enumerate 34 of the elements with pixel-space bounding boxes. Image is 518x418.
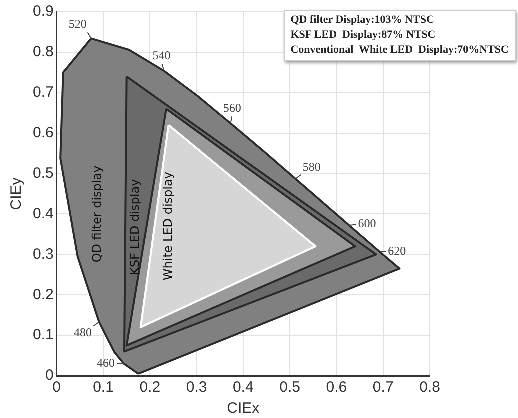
y-tick-label: 0.5 <box>32 164 54 182</box>
x-axis-title: CIEx <box>227 400 260 418</box>
text: QD filter display <box>90 166 104 263</box>
text: KSF LED display <box>128 179 142 276</box>
annotation: 460 <box>97 356 116 370</box>
annotation: QD filter Display:103% NTSC <box>290 13 436 28</box>
x-tick-label: 0.7 <box>372 379 394 396</box>
annotation: 620 <box>388 244 406 258</box>
y-axis-title: CIEy <box>8 177 26 210</box>
y-tick-label: 0.4 <box>32 205 54 222</box>
x-tick-label: 0.1 <box>93 379 114 396</box>
annotation: 580 <box>302 160 321 174</box>
annotation: 540 <box>152 48 171 63</box>
x-tick-label: 0.4 <box>232 379 254 396</box>
x-tick-label: 0.5 <box>280 379 300 396</box>
y-tick-label: 0.8 <box>32 44 54 61</box>
annotation: Conventional White LED Display:70%NTSC <box>290 43 509 58</box>
annotation: 600 <box>358 216 376 231</box>
x-tick-label: 0.2 <box>140 379 161 396</box>
x-tick-label: 0.6 <box>326 379 348 396</box>
y-tick-label: 0.2 <box>32 286 54 304</box>
y-tick-label: 0.6 <box>32 124 54 142</box>
series-label: White LED display <box>160 172 175 281</box>
x-tick-label: 0.3 <box>186 379 208 396</box>
annotation: 480 <box>74 326 92 340</box>
annotation: 520 <box>68 17 87 32</box>
annotation: 560 <box>223 100 242 115</box>
y-tick-label: 0.9 <box>32 3 54 20</box>
y-tick-label: 0 <box>46 367 54 384</box>
x-tick-label: 0.8 <box>420 379 440 396</box>
annotation: KSF LED Display:87% NTSC <box>290 28 437 43</box>
y-tick-label: 0.1 <box>32 326 54 344</box>
y-tick-label: 0.3 <box>32 246 54 263</box>
y-tick-label: 0.7 <box>32 84 54 102</box>
